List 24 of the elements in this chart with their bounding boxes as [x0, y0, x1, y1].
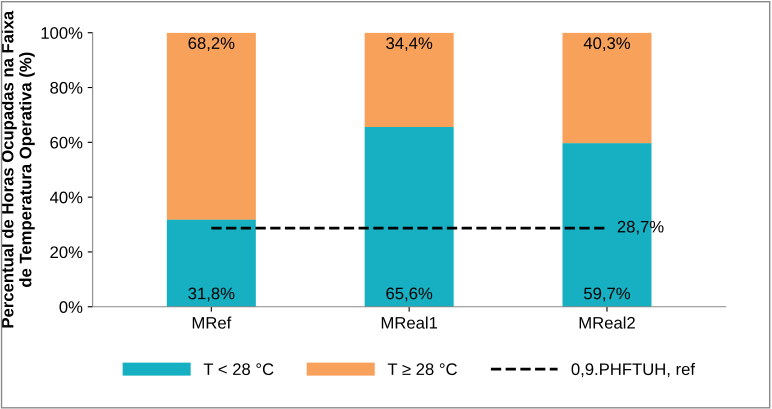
y-tick-label: 0%: [59, 301, 82, 313]
y-tick-label: 20%: [50, 246, 82, 258]
x-tick-label: MReal2: [580, 316, 635, 329]
bar: [364, 126, 454, 307]
legend-label: T < 28 °C: [204, 363, 274, 376]
y-tick-label: 100%: [42, 27, 82, 39]
data-label: 40,3%: [584, 37, 630, 52]
bar: [562, 32, 652, 144]
x-tick-label: MRef: [192, 316, 232, 329]
y-tick-label: 40%: [50, 192, 82, 204]
data-label: 31,8%: [188, 288, 234, 302]
bar: [364, 32, 454, 127]
legend-label: 0,9.PHFTUH, ref: [572, 362, 696, 378]
legend-label: T ≥ 28 °C: [388, 363, 457, 376]
data-label: 59,7%: [584, 288, 630, 302]
bar: [166, 32, 256, 220]
y-tick-label: 60%: [50, 136, 82, 149]
y-axis-title: Percentual de Horas Ocupadas na Faixa de Temperatura Operativa (%): [1, 10, 35, 328]
bar: [166, 220, 256, 307]
data-label: 65,6%: [386, 288, 432, 302]
data-label: 34,4%: [386, 37, 432, 52]
x-tick-label: MReal1: [382, 316, 438, 329]
data-label: 68,2%: [188, 37, 234, 52]
y-tick-label: 80%: [50, 82, 82, 94]
